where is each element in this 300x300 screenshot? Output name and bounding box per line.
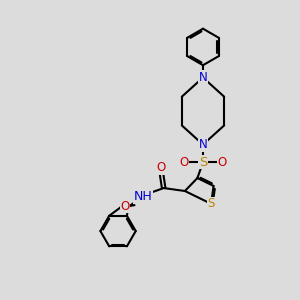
Text: NH: NH — [134, 190, 152, 203]
Text: S: S — [207, 197, 215, 210]
Text: O: O — [179, 156, 188, 169]
Text: S: S — [199, 156, 207, 169]
Text: O: O — [218, 156, 227, 169]
Text: O: O — [120, 200, 130, 212]
Text: N: N — [199, 71, 207, 84]
Text: N: N — [199, 138, 207, 151]
Text: O: O — [157, 161, 166, 174]
